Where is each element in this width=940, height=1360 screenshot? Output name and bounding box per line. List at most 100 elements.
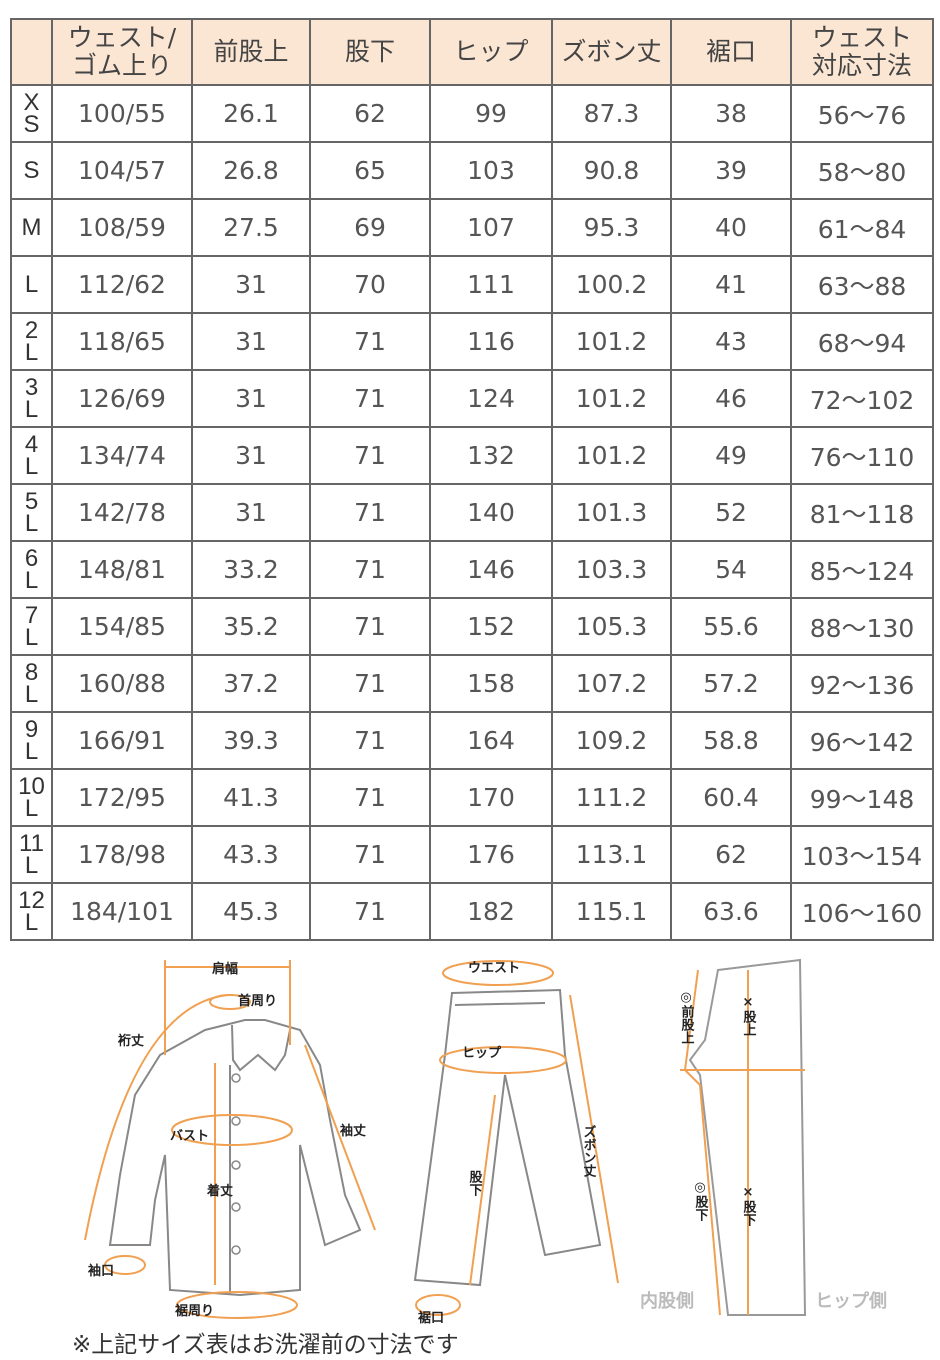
table-cell: 107.2 <box>551 654 672 713</box>
table-cell: 104/57 <box>51 141 193 200</box>
table-cell: 37.2 <box>191 654 311 713</box>
label-hip: ヒップ <box>462 1046 502 1061</box>
table-cell: 41 <box>670 255 792 314</box>
size-label-part: 8 <box>24 658 39 686</box>
table-cell: 71 <box>309 312 431 371</box>
table-cell: 45.3 <box>191 882 311 941</box>
table-cell: 100/55 <box>51 84 193 143</box>
size-label-part: L <box>24 395 39 423</box>
column-header: 前股上 <box>191 18 311 86</box>
size-label-part: L <box>24 623 39 651</box>
label-hip-side: ヒップ側 <box>815 1290 887 1312</box>
table-cell: 40 <box>670 198 792 257</box>
table-cell: 71 <box>309 369 431 428</box>
table-row: 9 L 166/91 39.3 71 164 109.2 58.8 96～142 <box>10 711 934 770</box>
column-header: ヒップ <box>429 18 553 86</box>
table-cell: 61～84 <box>790 198 934 257</box>
table-cell: 39 <box>670 141 792 200</box>
table-cell: 31 <box>191 483 311 542</box>
table-cell: 71 <box>309 825 431 884</box>
table-cell: 71 <box>309 882 431 941</box>
table-cell: 134/74 <box>51 426 193 485</box>
size-label-part: 10 <box>18 772 45 800</box>
table-cell: 49 <box>670 426 792 485</box>
table-cell: 116 <box>429 312 553 371</box>
table-cell: 63.6 <box>670 882 792 941</box>
label-rise-ng: ×股上 <box>741 995 757 1036</box>
label-waist: ウエスト <box>468 961 520 976</box>
table-cell: 166/91 <box>51 711 193 770</box>
table-cell: 26.1 <box>191 84 311 143</box>
pants-illustration <box>413 988 602 1287</box>
label-sleeve: 袖丈 <box>340 1123 366 1139</box>
table-cell: 71 <box>309 711 431 770</box>
table-cell: 103～154 <box>790 825 934 884</box>
table-cell: 31 <box>191 255 311 314</box>
table-cell: 43 <box>670 312 792 371</box>
table-cell: 103 <box>429 141 553 200</box>
table-cell: 62 <box>309 84 431 143</box>
size-label-part: L <box>24 338 39 366</box>
size-label-part: 3 <box>24 373 39 401</box>
table-cell: 164 <box>429 711 553 770</box>
size-label-part: L <box>24 566 39 594</box>
size-label-part: S <box>23 110 40 138</box>
table-cell: 105.3 <box>551 597 672 656</box>
table-row: 3 L 126/69 31 71 124 101.2 46 72～102 <box>10 369 934 428</box>
table-cell: 60.4 <box>670 768 792 827</box>
table-cell: 172/95 <box>51 768 193 827</box>
label-pants-hem: 裾口 <box>418 1310 444 1325</box>
label-neck: 首周り <box>238 993 277 1009</box>
side-measure-lines <box>680 969 805 1316</box>
label-length: 着丈 <box>206 1183 233 1199</box>
label-front-rise-ok: ◎前股上 <box>679 990 695 1044</box>
table-cell: 132 <box>429 426 553 485</box>
table-cell: 146 <box>429 540 553 599</box>
footnote: ※上記サイズ表はお洗濯前の寸法です <box>72 1332 459 1358</box>
label-inseam-ok: ◎股下 <box>693 1180 709 1222</box>
size-label-part: L <box>24 270 39 298</box>
size-label-part: 12 <box>18 886 45 914</box>
size-label-part: L <box>24 737 39 765</box>
table-cell: 38 <box>670 84 792 143</box>
table-cell: 170 <box>429 768 553 827</box>
table-cell: 126/69 <box>51 369 193 428</box>
size-label: M <box>10 198 53 257</box>
table-cell: 148/81 <box>51 540 193 599</box>
table-cell: 178/98 <box>51 825 193 884</box>
column-header: 股下 <box>309 18 431 86</box>
table-cell: 101.3 <box>551 483 672 542</box>
table-cell: 142/78 <box>51 483 193 542</box>
table-row: 8 L 160/88 37.2 71 158 107.2 57.2 92～136 <box>10 654 934 713</box>
size-label-part: L <box>24 794 39 822</box>
table-cell: 108/59 <box>51 198 193 257</box>
size-label: L <box>10 255 53 314</box>
table-cell: 57.2 <box>670 654 792 713</box>
size-label: 12 L <box>10 882 53 941</box>
size-label: 10 L <box>10 768 53 827</box>
size-label-part: 9 <box>24 715 39 743</box>
table-cell: 33.2 <box>191 540 311 599</box>
table-cell: 71 <box>309 426 431 485</box>
table-cell: 88～130 <box>790 597 934 656</box>
size-label-part: L <box>24 908 39 936</box>
label-inseam: 股下 <box>467 1170 483 1197</box>
table-cell: 63～88 <box>790 255 934 314</box>
table-cell: 152 <box>429 597 553 656</box>
table-cell: 54 <box>670 540 792 599</box>
table-cell: 71 <box>309 540 431 599</box>
table-cell: 58～80 <box>790 141 934 200</box>
size-label: 11 L <box>10 825 53 884</box>
table-cell: 65 <box>309 141 431 200</box>
table-cell: 31 <box>191 369 311 428</box>
table-row: M 108/59 27.5 69 107 95.3 40 61～84 <box>10 198 934 257</box>
table-cell: 107 <box>429 198 553 257</box>
table-cell: 55.6 <box>670 597 792 656</box>
label-inner-side: 内股側 <box>640 1290 694 1312</box>
table-cell: 71 <box>309 654 431 713</box>
table-cell: 101.2 <box>551 369 672 428</box>
